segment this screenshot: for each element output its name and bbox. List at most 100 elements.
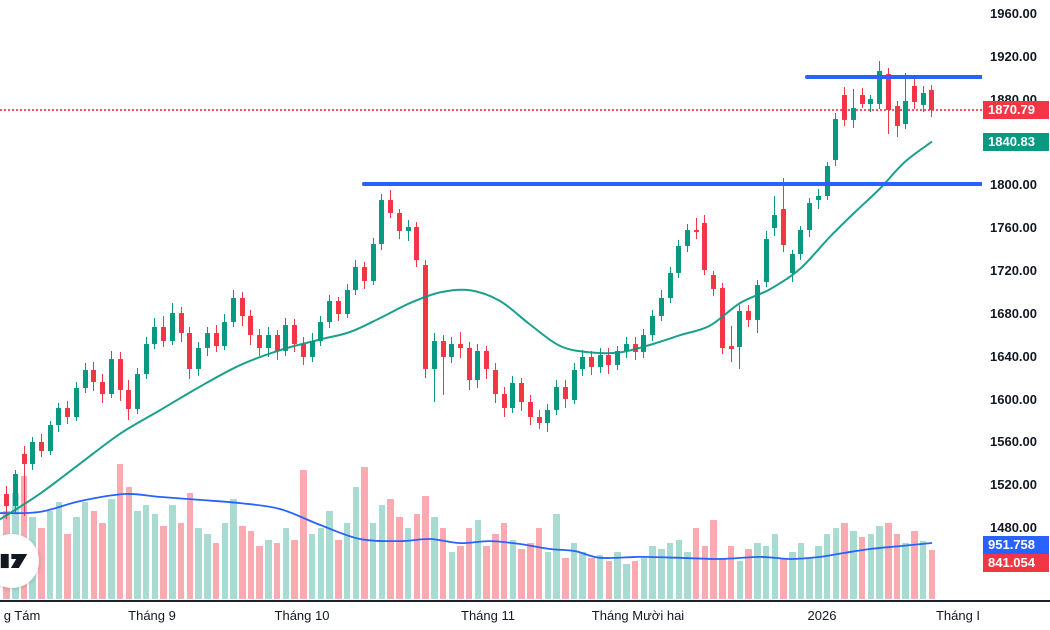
volume-bar xyxy=(902,543,909,599)
price-tick: 1480.00 xyxy=(990,520,1037,535)
volume-bar xyxy=(911,531,918,599)
volume-bar xyxy=(789,551,796,599)
volume-bar xyxy=(876,525,883,599)
volume-bar xyxy=(649,546,656,599)
volume-bar xyxy=(675,540,682,599)
volume-bar xyxy=(457,546,464,599)
volume-bar xyxy=(596,554,604,599)
volume-bar xyxy=(177,522,185,599)
volume-bar xyxy=(369,522,377,599)
volume-badge: 841.054 xyxy=(983,554,1049,572)
volume-bar xyxy=(727,546,735,599)
volume-bar xyxy=(256,546,263,599)
last-price-dotted-line xyxy=(0,108,982,111)
volume-bar xyxy=(465,528,473,599)
price-tick-labels: 1960.00 1920.00 1880.00 1800.00 1760.00 1720.… xyxy=(982,0,1050,600)
time-axis[interactable]: g Tám Tháng 9 Tháng 10 Tháng 11 Tháng Mười h… xyxy=(0,602,1050,630)
volume-bar xyxy=(893,534,901,599)
volume-bar xyxy=(614,551,621,599)
volume-bar xyxy=(928,549,936,599)
volume-bar xyxy=(64,534,71,599)
price-tick: 1520.00 xyxy=(990,477,1037,493)
volume-bar xyxy=(439,528,447,599)
volume-bar xyxy=(38,528,45,599)
volume-bar xyxy=(736,560,744,599)
volume-bar xyxy=(832,528,840,599)
volume-bar xyxy=(858,537,866,599)
volume-bar xyxy=(483,546,490,599)
tradingview-logo-icon xyxy=(0,553,28,569)
volume-bar xyxy=(273,543,281,599)
volume-bar xyxy=(99,522,106,599)
time-axis-border xyxy=(0,600,1050,602)
volume-bar xyxy=(762,546,770,599)
price-tick: 1560.00 xyxy=(990,434,1037,450)
horizontal-level-lines[interactable] xyxy=(0,0,982,600)
volume-bar xyxy=(570,543,578,599)
volume-bar xyxy=(919,541,927,599)
time-tick: 2026 xyxy=(807,608,837,623)
price-tick: 1640.00 xyxy=(990,348,1037,364)
volume-bar xyxy=(535,528,543,599)
price-tick: 1920.00 xyxy=(990,48,1037,64)
volume-bar xyxy=(239,525,246,599)
volume-ma-badge: 951.758 xyxy=(983,536,1049,554)
volume-bar xyxy=(343,522,351,599)
volume-bar xyxy=(850,531,857,599)
price-axis[interactable]: 1960.00 1920.00 1880.00 1800.00 1760.00 1720.… xyxy=(982,0,1050,600)
time-tick: Tháng 11 xyxy=(461,608,515,623)
volume-bar xyxy=(562,557,569,599)
volume-bar xyxy=(631,560,639,599)
volume-bar xyxy=(579,551,586,599)
volume-bar xyxy=(754,543,761,599)
volume-bar xyxy=(518,549,525,599)
volume-bar xyxy=(317,528,324,599)
volume-bar xyxy=(806,557,813,599)
volume-bar xyxy=(308,534,316,599)
price-tick: 1600.00 xyxy=(990,391,1037,407)
volume-bar xyxy=(885,522,892,599)
volume-bar xyxy=(771,534,778,599)
volume-bar xyxy=(544,551,551,599)
volume-bar xyxy=(212,543,220,599)
price-chart-pane[interactable] xyxy=(0,0,982,600)
volume-bar xyxy=(588,557,595,599)
time-tick: g Tám xyxy=(3,608,41,623)
price-tick: 1960.00 xyxy=(990,6,1037,21)
volume-bar xyxy=(247,531,255,599)
time-tick: Tháng Mười hai xyxy=(591,608,685,623)
volume-bar xyxy=(204,534,211,599)
volume-bar xyxy=(867,534,874,599)
volume-bar xyxy=(195,528,202,599)
volume-bar xyxy=(692,528,700,599)
volume-bar xyxy=(658,549,665,599)
volume-bar xyxy=(335,540,342,599)
volume-bar xyxy=(640,557,647,599)
last-price-badge: 1870.79 xyxy=(983,100,1049,119)
volume-bar xyxy=(448,551,455,599)
volume-bar xyxy=(701,546,709,599)
volume-bar xyxy=(500,522,508,599)
volume-bar xyxy=(745,549,752,599)
level-line[interactable] xyxy=(805,75,982,79)
volume-bar xyxy=(719,557,726,599)
price-tick: 1720.00 xyxy=(990,263,1037,278)
volume-bar xyxy=(492,534,499,599)
time-tick-labels: g Tám Tháng 9 Tháng 10 Tháng 11 Tháng Mười h… xyxy=(0,602,1050,630)
volume-bar xyxy=(684,551,691,599)
volume-bar xyxy=(815,546,822,599)
volume-bar xyxy=(265,540,272,599)
volume-bar xyxy=(282,528,290,599)
level-line[interactable] xyxy=(362,182,982,186)
price-tick: 1680.00 xyxy=(990,305,1037,321)
volume-bar xyxy=(527,543,534,599)
volume-bar xyxy=(605,560,613,599)
volume-bar xyxy=(666,543,674,599)
volume-bar xyxy=(823,534,831,599)
time-tick: Tháng 9 xyxy=(128,608,176,623)
price-tick: 1760.00 xyxy=(990,220,1037,236)
time-tick: Tháng 10 xyxy=(274,608,330,623)
volume-bar xyxy=(623,563,630,599)
time-tick: Tháng I xyxy=(935,608,981,623)
